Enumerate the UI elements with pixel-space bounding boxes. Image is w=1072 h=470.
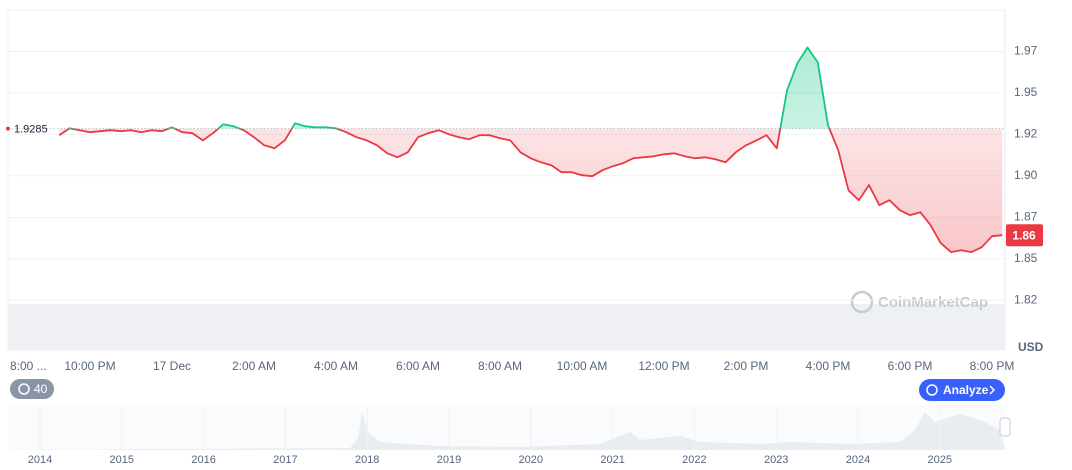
x-tick-label: 8:00 ... [10,359,47,373]
x-tick-label: 12:00 PM [638,359,689,373]
year-label: 2020 [519,454,543,466]
x-tick-label: 4:00 AM [314,359,358,373]
year-label: 2018 [355,454,379,466]
y-tick-label: 1.82 [1014,292,1038,306]
y-tick-label: 1.95 [1014,85,1038,99]
year-label: 2022 [682,454,706,466]
current-price-label: 1.86 [1012,228,1036,242]
year-label: 2015 [110,454,134,466]
unit-label: USD [1018,340,1044,354]
x-tick-label: 17 Dec [153,359,191,373]
y-tick-label: 1.87 [1014,209,1038,223]
x-tick-label: 8:00 AM [478,359,522,373]
current-price-tag [1006,224,1043,247]
y-tick-label: 1.97 [1014,44,1038,58]
watermark-text: CoinMarketCap [878,294,988,311]
x-tick-label: 6:00 PM [888,359,933,373]
area-down [59,128,1003,253]
x-tick-label: 10:00 PM [64,359,115,373]
history-badge[interactable]: 40 [10,379,54,399]
navigator: 2014 2015 2016 2017 2018 2019 2020 2021 2022 2023… [8,405,1011,466]
area-up [59,47,1003,129]
y-tick-label: 1.92 [1014,127,1038,141]
analyze-text: Analyze [943,383,989,397]
y-tick-label: 1.90 [1014,168,1038,182]
x-tick-label: 6:00 AM [396,359,440,373]
baseline-label: 1.9285 [14,123,48,135]
x-tick-label: 2:00 AM [232,359,276,373]
baseline-dot [6,126,10,131]
analyze-button[interactable]: Analyze [919,379,1005,401]
year-label: 2014 [28,454,52,466]
year-label: 2025 [928,454,952,466]
year-label: 2023 [764,454,788,466]
year-label: 2024 [846,454,870,466]
x-tick-label: 10:00 AM [557,359,608,373]
year-label: 2019 [437,454,461,466]
navigator-frame [8,405,1005,450]
x-tick-label: 4:00 PM [806,359,851,373]
history-badge-text: 40 [34,382,48,396]
navigator-handle[interactable] [999,417,1011,437]
price-line-down [58,128,1003,253]
year-label: 2017 [273,454,297,466]
x-tick-label: 2:00 PM [724,359,769,373]
y-tick-label: 1.85 [1014,251,1038,265]
watermark: CoinMarketCap [850,290,988,314]
x-tick-label: 8:00 PM [970,359,1015,373]
navigator-area [8,412,1005,450]
year-label: 2016 [191,454,215,466]
volume-band [8,304,1005,350]
year-label: 2021 [600,454,624,466]
